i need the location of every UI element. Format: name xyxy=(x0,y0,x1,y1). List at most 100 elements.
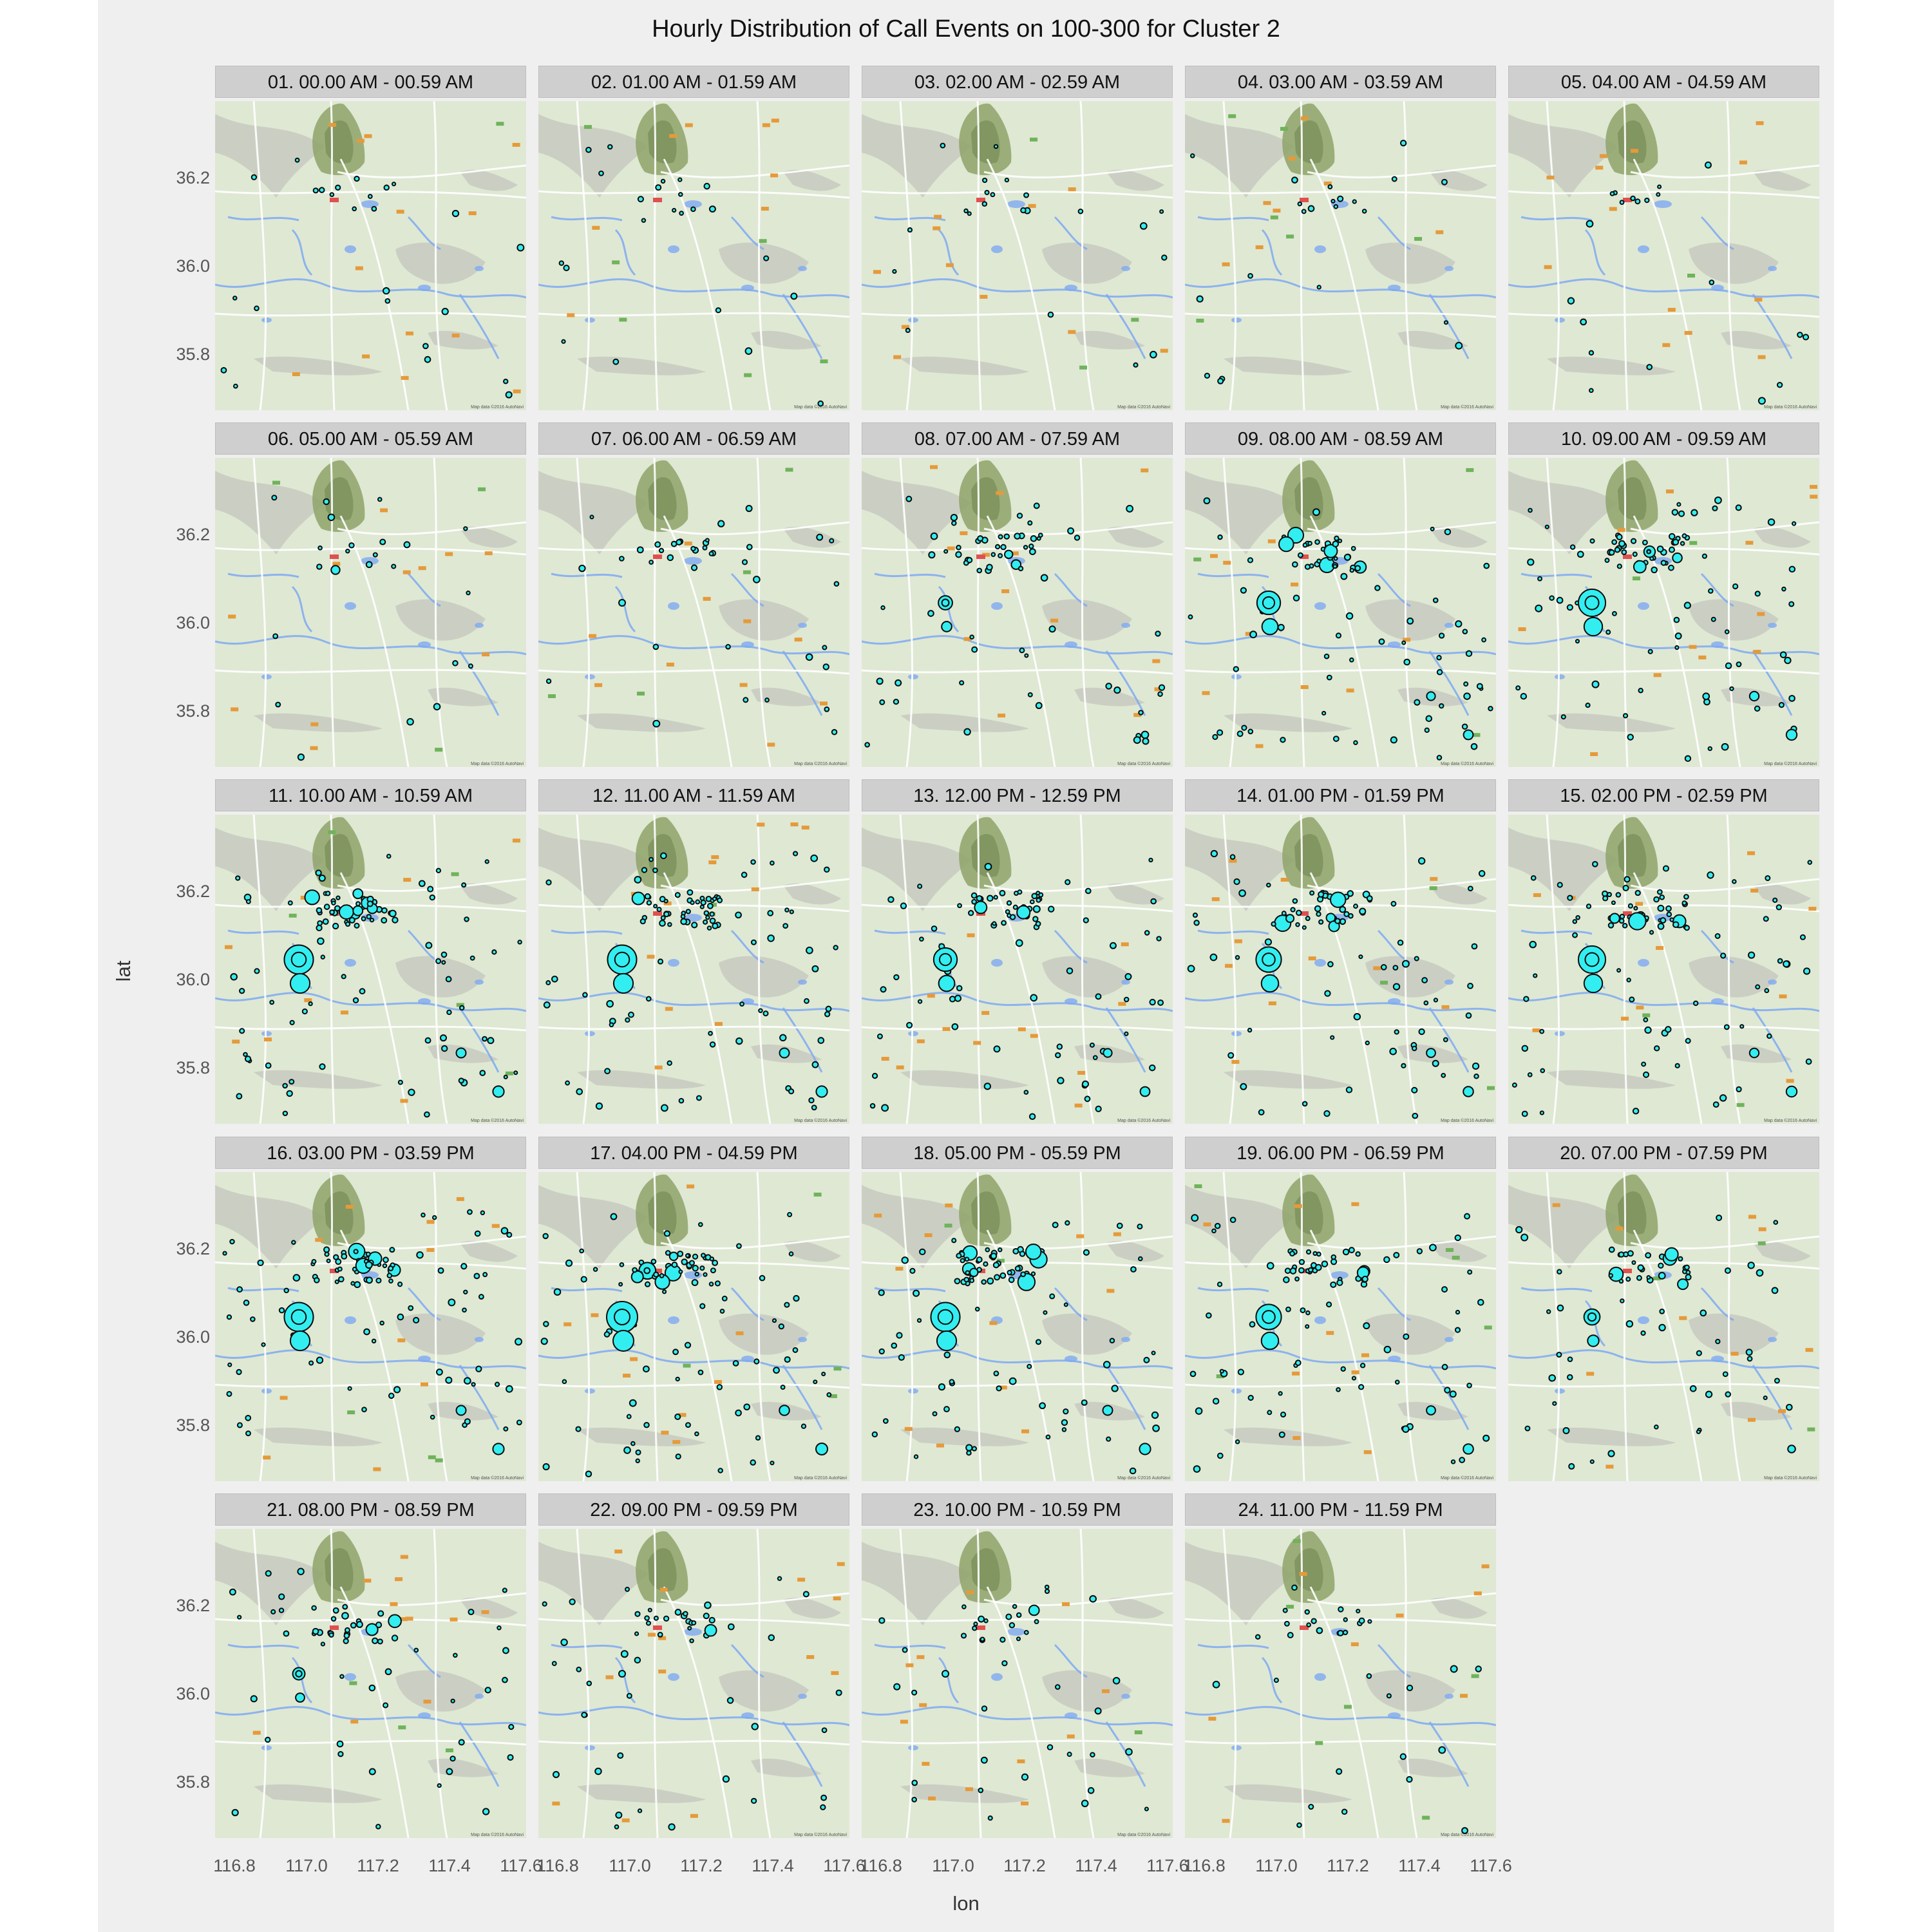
call-event-marker xyxy=(1151,1350,1156,1356)
call-event-marker xyxy=(1539,1110,1545,1115)
call-event-marker xyxy=(1094,1707,1102,1715)
lake xyxy=(1444,1337,1454,1342)
call-event-marker xyxy=(1323,653,1330,659)
call-event-marker xyxy=(1615,892,1622,898)
road-shield-icon xyxy=(1021,1429,1030,1434)
call-event-marker xyxy=(1605,629,1611,635)
call-event-marker xyxy=(1659,1309,1665,1314)
call-event-marker xyxy=(792,851,799,857)
river xyxy=(1428,1721,1470,1787)
road-shield-icon xyxy=(1414,236,1423,241)
call-event-marker xyxy=(445,1376,453,1384)
call-event-marker xyxy=(1333,556,1338,561)
road xyxy=(1185,312,1496,318)
call-event-marker xyxy=(680,914,686,920)
call-event-marker xyxy=(983,1261,989,1267)
road xyxy=(330,815,336,1124)
road xyxy=(1403,1529,1418,1838)
lake xyxy=(1065,1712,1077,1719)
call-event-marker xyxy=(815,1443,828,1455)
river xyxy=(1185,1349,1496,1370)
call-event-marker xyxy=(375,1277,382,1284)
road-shield-icon xyxy=(1653,673,1662,677)
call-event-markers xyxy=(1515,496,1798,762)
call-event-marker xyxy=(625,1586,630,1592)
facet-panel: 09. 08.00 AM - 08.59 AM Map data ©2016 Au… xyxy=(1185,422,1496,767)
call-event-marker xyxy=(383,1702,389,1709)
road xyxy=(653,101,659,410)
y-tick-label: 36.2 xyxy=(176,525,210,544)
map-attribution: Map data ©2016 AutoNavi xyxy=(1117,1118,1170,1123)
call-event-marker xyxy=(1736,661,1742,667)
call-event-marker xyxy=(692,1265,699,1272)
call-event-marker xyxy=(1616,564,1622,569)
call-event-marker xyxy=(1033,502,1040,509)
lake xyxy=(741,1356,754,1362)
call-event-marker xyxy=(699,904,705,909)
call-event-marker xyxy=(703,1613,710,1620)
lake xyxy=(1121,980,1130,985)
road xyxy=(1633,158,1703,410)
terrain-relief xyxy=(1185,114,1294,198)
river xyxy=(215,278,526,299)
call-event-marker xyxy=(1672,921,1680,928)
lake xyxy=(1638,602,1649,610)
road xyxy=(1300,458,1305,767)
call-event-marker xyxy=(1520,692,1528,700)
call-event-marker xyxy=(1658,1262,1664,1269)
call-event-marker xyxy=(941,621,952,632)
call-event-marker xyxy=(968,910,974,916)
call-event-marker xyxy=(553,1288,562,1296)
river xyxy=(1185,278,1496,299)
x-tick-label: 117.0 xyxy=(609,1856,651,1875)
call-event-marker xyxy=(675,1453,681,1460)
call-event-marker xyxy=(377,1610,384,1617)
call-event-marker xyxy=(943,1351,951,1359)
call-event-marker xyxy=(649,857,654,862)
map-attribution: Map data ©2016 AutoNavi xyxy=(1117,1475,1170,1481)
call-event-marker xyxy=(1233,878,1240,886)
road xyxy=(862,1383,1173,1389)
call-event-marker xyxy=(513,1070,518,1075)
call-event-marker xyxy=(1618,1278,1624,1284)
lake xyxy=(798,1694,807,1699)
call-event-marker xyxy=(703,182,710,190)
call-event-marker xyxy=(1441,1363,1448,1370)
call-event-marker xyxy=(691,1279,699,1286)
call-event-marker xyxy=(1533,973,1538,978)
call-event-marker xyxy=(725,644,731,650)
lake xyxy=(1444,1694,1454,1699)
call-event-marker xyxy=(461,882,467,888)
call-event-marker xyxy=(976,567,983,574)
road-shield-icon xyxy=(1300,1625,1309,1630)
road-shield-icon xyxy=(996,1258,1005,1263)
river xyxy=(1197,1643,1269,1649)
call-event-marker xyxy=(1722,1371,1728,1378)
call-event-marker xyxy=(389,1247,395,1253)
call-event-marker xyxy=(492,1085,505,1098)
call-event-marker xyxy=(416,1251,424,1259)
call-event-marker xyxy=(1065,1220,1070,1226)
road-shield-icon xyxy=(1739,160,1747,165)
call-event-marker xyxy=(1046,1744,1054,1750)
road-shield-icon xyxy=(589,634,597,638)
call-event-marker xyxy=(558,260,565,266)
call-event-marker xyxy=(1530,875,1537,881)
call-event-marker xyxy=(994,1274,1001,1281)
road-shield-icon xyxy=(1351,1202,1359,1206)
call-event-marker xyxy=(902,1647,908,1653)
call-event-marker xyxy=(1444,1387,1451,1394)
call-event-marker xyxy=(1658,1323,1666,1332)
basemap: Map data ©2016 AutoNavi xyxy=(1185,815,1496,1124)
call-event-marker xyxy=(977,535,984,542)
road xyxy=(663,872,733,1124)
call-event-marker xyxy=(1662,865,1670,872)
call-event-marker xyxy=(1229,854,1236,860)
call-event-marker xyxy=(227,1362,232,1367)
call-event-marker xyxy=(1043,1310,1048,1315)
call-event-marker xyxy=(696,1095,702,1101)
call-event-marker xyxy=(956,1253,962,1259)
call-event-markers xyxy=(1189,139,1463,384)
terrain-relief xyxy=(1508,114,1618,198)
river xyxy=(538,1706,849,1727)
